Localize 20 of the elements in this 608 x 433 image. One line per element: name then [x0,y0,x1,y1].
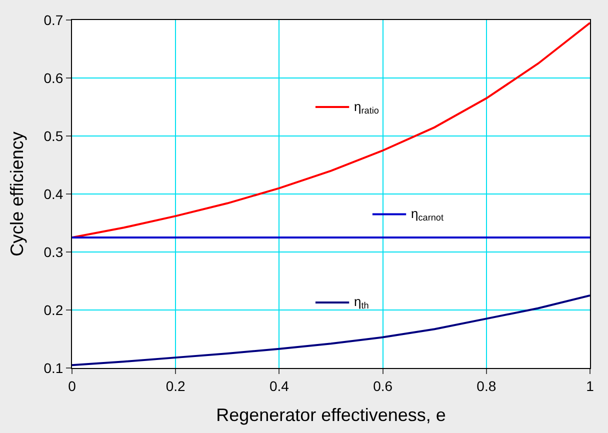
x-tick-label: 0.2 [166,378,186,394]
legend-label: η$_{ratio}$ [354,99,379,116]
x-tick-label: 1 [586,378,594,394]
y-tick-label: 0.7 [44,12,64,28]
y-tick-label: 0.4 [44,186,64,202]
y-tick-label: 0.5 [44,128,64,144]
y-tick-label: 0.1 [44,360,64,376]
y-tick-label: 0.6 [44,70,64,86]
x-tick-label: 0.6 [373,378,393,394]
y-tick-label: 0.3 [44,244,64,260]
legend-label: η$_{carnot}$ [411,206,444,223]
x-tick-label: 0.4 [269,378,290,394]
legend-label: η$_{th}$ [354,294,369,311]
line-series [72,22,590,238]
y-tick-label: 0.2 [44,302,64,318]
x-axis-title: Regenerator effectiveness, e [216,404,446,425]
y-axis-title: Cycle efficiency [6,132,27,256]
x-tick-label: 0.8 [476,378,496,394]
x-tick-label: 0 [68,378,76,394]
line-series [72,294,590,366]
